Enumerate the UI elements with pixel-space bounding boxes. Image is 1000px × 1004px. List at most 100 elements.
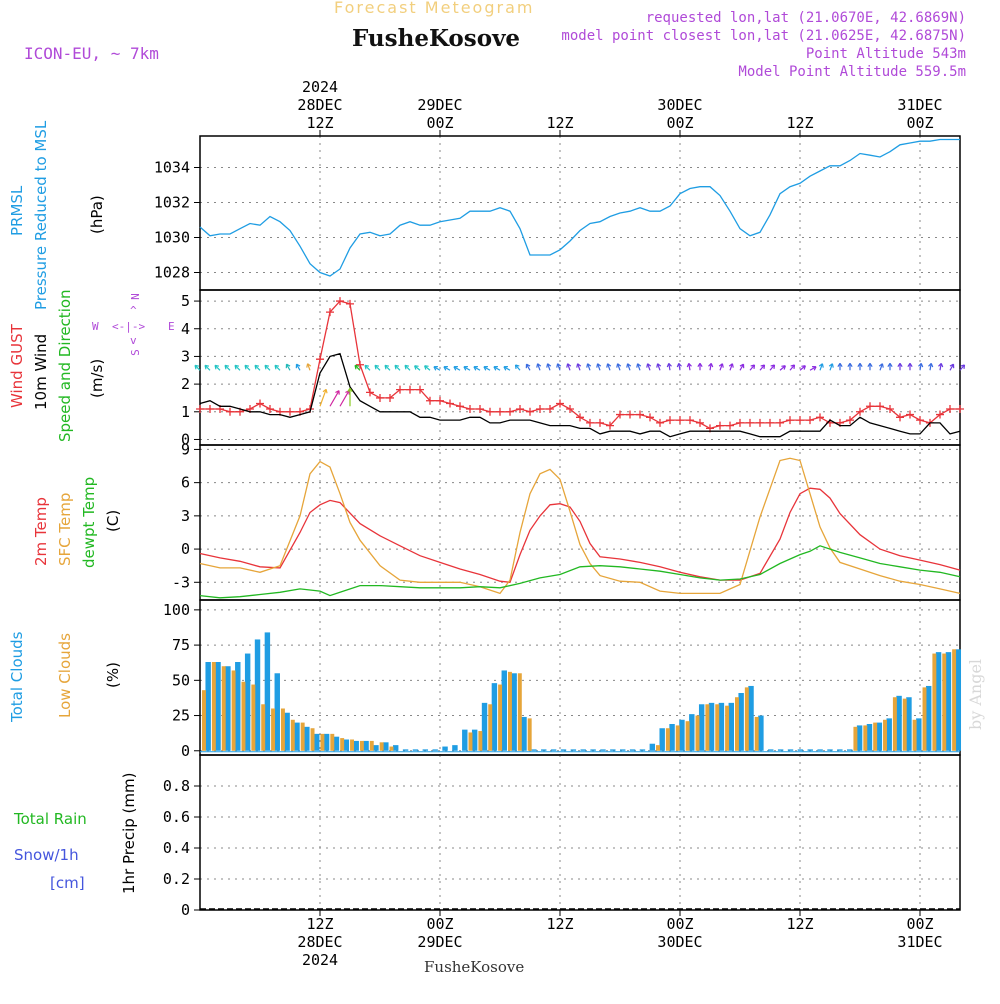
low-cloud-bar — [498, 684, 503, 751]
wind-direction-arrow — [769, 364, 775, 371]
low-cloud-bar — [478, 731, 483, 751]
wind-direction-arrow — [453, 366, 461, 371]
wind-direction-arrow — [577, 363, 581, 371]
wind-direction-arrow — [819, 363, 823, 371]
gust-marker — [786, 416, 794, 425]
total-cloud-bar — [629, 749, 636, 751]
gust-marker — [756, 418, 764, 427]
wind-direction-arrow — [224, 364, 231, 371]
ytick-label-clouds: 0 — [181, 742, 190, 760]
wind-arrow-head — [546, 363, 552, 368]
gust-marker — [286, 407, 294, 416]
wind-arrow-head — [274, 364, 280, 370]
gust-marker — [896, 413, 904, 422]
label-cm: [cm] — [50, 874, 85, 892]
compass-w: W — [92, 320, 99, 333]
low-cloud-bar — [517, 673, 522, 751]
wind-arrow-head — [646, 363, 652, 368]
total-cloud-bar — [807, 749, 813, 751]
gust-marker — [856, 407, 864, 416]
total-cloud-bar — [955, 649, 962, 751]
gust-marker — [426, 396, 434, 405]
low-cloud-bar — [853, 726, 858, 751]
total-cloud-bar — [837, 749, 843, 751]
low-cloud-bar — [300, 722, 305, 751]
compass-line: <-|-> — [112, 320, 146, 333]
gust-marker — [616, 410, 624, 419]
low-cloud-bar — [350, 739, 354, 751]
low-cloud-bar — [942, 653, 947, 751]
label-low-clouds: Low Clouds — [56, 633, 74, 718]
wind-arrow-head — [928, 362, 934, 368]
low-cloud-bar — [251, 684, 256, 751]
gust-marker — [346, 299, 354, 308]
total-cloud-bar — [521, 716, 527, 751]
wind-direction-arrow — [503, 366, 511, 371]
total-cloud-bar — [945, 652, 952, 751]
watermark: by Angel — [966, 658, 985, 730]
label-snow: Snow/1h — [14, 846, 79, 864]
gust-marker — [946, 405, 954, 414]
wind-direction-arrow — [329, 390, 340, 407]
total-cloud-bar — [866, 724, 873, 751]
ytick-label-precip: 0.8 — [163, 777, 190, 795]
wind-direction-arrow — [433, 366, 441, 371]
total-cloud-bar — [649, 743, 656, 751]
wind-direction-arrow — [879, 363, 883, 371]
gust-marker — [866, 402, 874, 411]
label-speed-direction: Speed and Direction — [56, 289, 74, 442]
label-wind-gust: Wind GUST — [8, 324, 26, 408]
wind-arrow-head — [750, 364, 756, 369]
gust-marker — [256, 399, 264, 408]
bottom-date-label: 29DEC — [417, 933, 462, 951]
wind-direction-arrow — [597, 363, 601, 371]
total-cloud-bar — [422, 749, 429, 751]
wind-direction-arrow — [274, 364, 281, 371]
top-hour-label: 00Z — [666, 114, 693, 132]
total-cloud-bar — [738, 693, 744, 751]
total-cloud-bar — [343, 739, 350, 751]
gust-marker — [266, 405, 274, 414]
total-cloud-bar — [659, 728, 665, 751]
wind-arrow-head — [626, 363, 632, 368]
wind-arrow-head — [878, 363, 884, 368]
low-cloud-bar — [863, 725, 868, 751]
wind-direction-arrow — [587, 363, 591, 371]
total-cloud-bar — [669, 724, 675, 751]
wind-direction-arrow — [364, 364, 371, 371]
wind-direction-arrow — [264, 364, 271, 371]
temp-sfc-line — [199, 457, 961, 595]
wind-arrow-head — [514, 364, 520, 369]
low-cloud-bar — [280, 708, 285, 751]
gust-marker — [466, 405, 474, 414]
gust-marker — [636, 410, 644, 419]
ytick-label-pressure: 1030 — [154, 229, 190, 247]
gust-marker — [536, 405, 544, 414]
wind-direction-arrow — [483, 366, 491, 371]
ytick-label-wind: 1 — [181, 403, 190, 421]
ytick-label-precip: 0.6 — [163, 808, 190, 826]
label-total-clouds: Total Clouds — [8, 631, 26, 722]
total-cloud-bar — [363, 740, 369, 751]
wind-direction-arrow — [493, 366, 501, 371]
compass-s: S — [128, 349, 142, 356]
wind-speed-line — [199, 352, 961, 438]
wind-direction-arrow — [515, 364, 521, 371]
total-cloud-bar — [925, 685, 932, 751]
wind-arrow-head — [214, 364, 220, 370]
total-cloud-bar — [610, 749, 616, 751]
wind-arrow-head — [760, 364, 766, 369]
wind-direction-arrow — [749, 364, 755, 371]
wind-direction-arrow — [627, 363, 631, 371]
low-cloud-bar — [527, 718, 532, 751]
label-hpa: (hPa) — [88, 195, 106, 234]
wind-arrow-head — [503, 366, 508, 371]
low-cloud-bar — [261, 704, 266, 751]
wind-arrow-head — [525, 363, 531, 369]
total-cloud-bar — [797, 749, 804, 751]
wind-direction-arrow — [617, 363, 621, 371]
gust-marker — [936, 410, 944, 419]
gust-marker — [486, 407, 494, 416]
total-cloud-bar — [491, 683, 498, 751]
gust-marker — [546, 405, 554, 414]
